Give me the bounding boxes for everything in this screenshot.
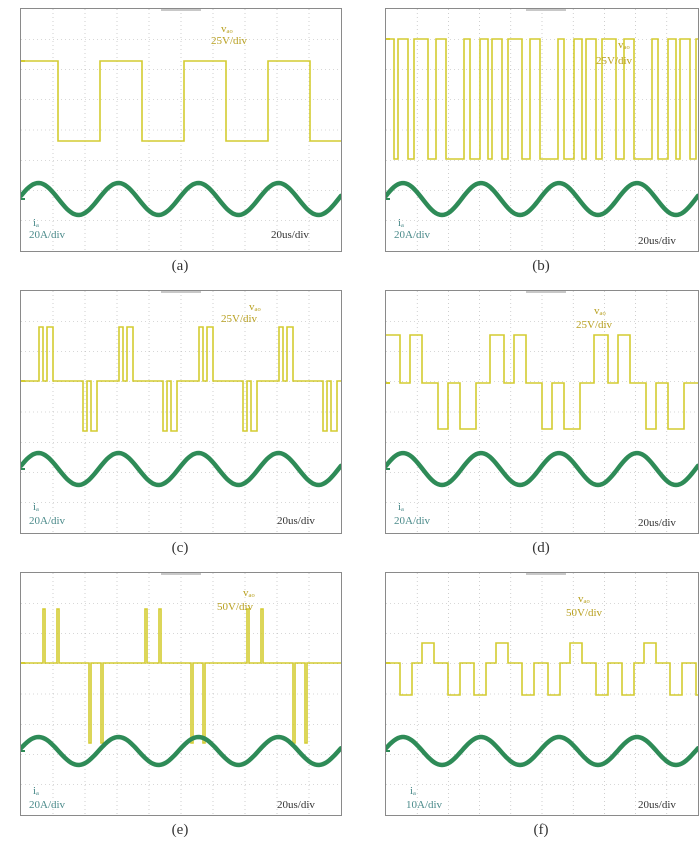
voltage-scale: 25V/div: [221, 313, 258, 325]
scope-screen-d: vₐₒ 25V/div iₐ 20A/div 20us/div: [385, 290, 699, 534]
trigger-marker: [161, 291, 201, 293]
scope-plot-b: [386, 9, 698, 251]
scope-plot-e: [21, 573, 341, 815]
caption-d: (d): [532, 540, 550, 556]
current-label: iₐ: [410, 785, 417, 797]
grid: [21, 9, 341, 251]
panel-e: vₐₒ 50V/div iₐ 20A/div 20us/div (e): [20, 572, 342, 846]
current-trace: [21, 450, 341, 488]
panel-f: vₐₒ 50V/div iₐ 10A/div 20us/div (f): [385, 572, 699, 846]
voltage-trace: [386, 334, 698, 430]
grid: [386, 573, 698, 815]
voltage-trace: [386, 38, 698, 160]
voltage-label: vₐₒ: [243, 587, 255, 599]
current-label: iₐ: [398, 501, 405, 513]
trigger-marker: [161, 9, 201, 11]
voltage-scale: 50V/div: [217, 601, 254, 613]
scope-screen-a: vₐₒ 25V/div iₐ 20A/div 20us/div: [20, 8, 342, 252]
trigger-marker: [526, 9, 566, 11]
voltage-label: vₐₒ: [249, 301, 261, 313]
scope-plot-d: [386, 291, 698, 533]
voltage-trace: [21, 60, 341, 142]
current-trace: [21, 734, 341, 768]
current-trace: [386, 734, 698, 768]
current-trace: [386, 180, 698, 218]
time-scale: 20us/div: [638, 517, 676, 529]
scope-screen-c: vₐₒ 25V/div iₐ 20A/div 20us/div: [20, 290, 342, 534]
current-label: iₐ: [33, 785, 40, 797]
caption-f: (f): [533, 822, 549, 838]
voltage-scale: 50V/div: [566, 607, 603, 619]
current-scale: 20A/div: [29, 799, 66, 811]
time-scale: 20us/div: [271, 229, 309, 241]
voltage-label: vₐₒ: [594, 305, 606, 317]
voltage-trace: [21, 608, 341, 744]
voltage-scale: 25V/div: [596, 55, 633, 67]
current-scale: 20A/div: [394, 515, 431, 527]
panel-a: vₐₒ 25V/div iₐ 20A/div 20us/div (a): [20, 8, 342, 278]
current-label: iₐ: [398, 217, 405, 229]
voltage-trace: [386, 642, 698, 696]
current-scale: 10A/div: [406, 799, 443, 811]
trigger-marker: [526, 573, 566, 575]
caption-c: (c): [171, 540, 189, 556]
current-scale: 20A/div: [394, 229, 431, 241]
panel-c: vₐₒ 25V/div iₐ 20A/div 20us/div (c): [20, 290, 342, 560]
current-scale: 20A/div: [29, 229, 66, 241]
scope-screen-b: vₐₒ 25V/div iₐ 20A/div 20us/div: [385, 8, 699, 252]
caption-e: (e): [171, 822, 189, 838]
time-scale: 20us/div: [277, 515, 315, 527]
time-scale: 20us/div: [277, 799, 315, 811]
panel-b: vₐₒ 25V/div iₐ 20A/div 20us/div (b): [385, 8, 699, 278]
voltage-scale: 25V/div: [211, 35, 248, 47]
current-trace: [386, 450, 698, 488]
time-scale: 20us/div: [638, 799, 676, 811]
caption-a: (a): [171, 258, 189, 274]
scope-screen-e: vₐₒ 50V/div iₐ 20A/div 20us/div: [20, 572, 342, 816]
current-label: iₐ: [33, 217, 40, 229]
scope-plot-a: [21, 9, 341, 251]
scope-screen-f: vₐₒ 50V/div iₐ 10A/div 20us/div: [385, 572, 699, 816]
current-scale: 20A/div: [29, 515, 66, 527]
panel-d: vₐₒ 25V/div iₐ 20A/div 20us/div (d): [385, 290, 699, 560]
voltage-label: vₐₒ: [618, 39, 630, 51]
current-label: iₐ: [33, 501, 40, 513]
voltage-trace: [21, 326, 341, 432]
time-scale: 20us/div: [638, 235, 676, 247]
trigger-marker: [161, 573, 201, 575]
scope-plot-f: [386, 573, 698, 815]
voltage-label: vₐₒ: [221, 23, 233, 35]
voltage-label: vₐₒ: [578, 593, 590, 605]
trigger-marker: [526, 291, 566, 293]
voltage-scale: 25V/div: [576, 319, 613, 331]
caption-b: (b): [532, 258, 550, 274]
scope-plot-c: [21, 291, 341, 533]
current-trace: [21, 180, 341, 218]
